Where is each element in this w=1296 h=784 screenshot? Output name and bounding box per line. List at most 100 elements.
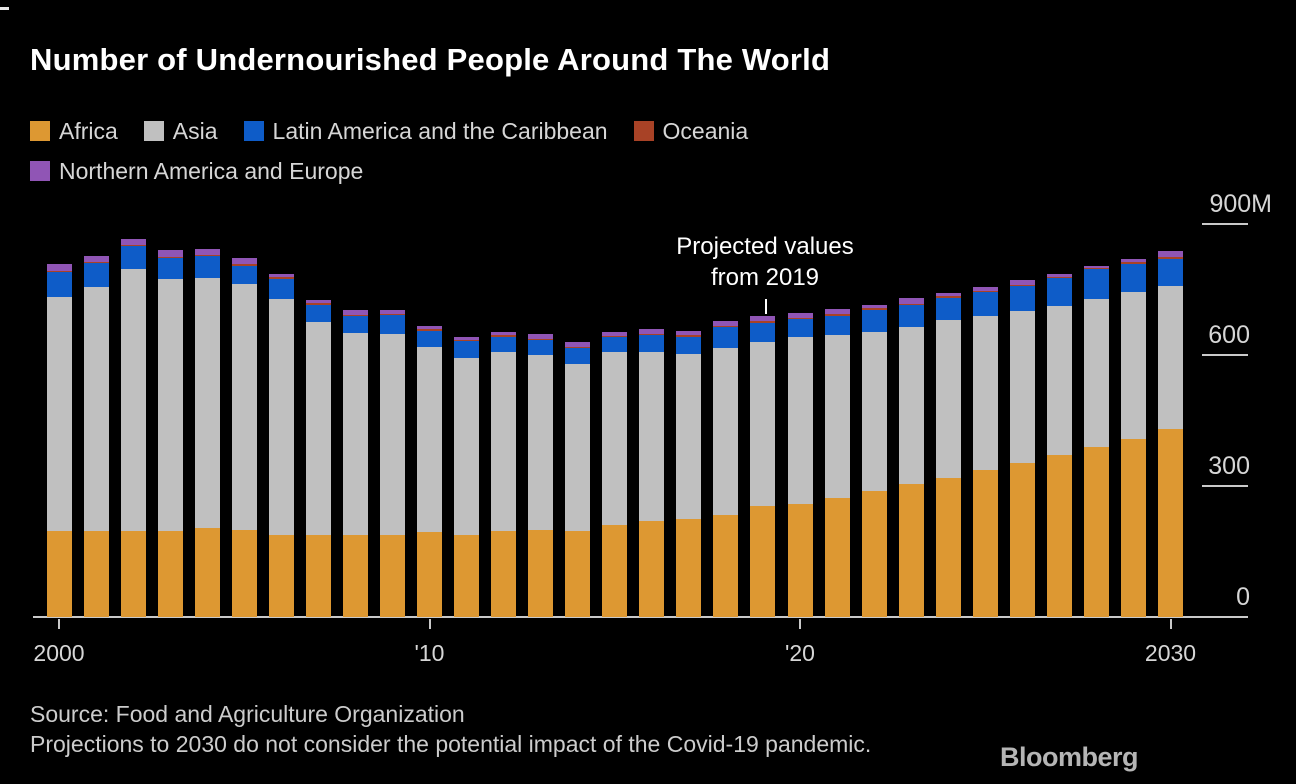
bar-2001-asia [83, 286, 109, 532]
bar-2011-latin-america-and-the-caribbean [454, 341, 480, 358]
bar-2029-africa [1120, 438, 1146, 617]
bar-2003-northern-america-and-europe [157, 250, 183, 257]
bar-2012-oceania [491, 335, 517, 337]
bar-2007-africa [305, 534, 331, 617]
bar-2000 [46, 263, 72, 617]
bar-2021-asia [824, 334, 850, 498]
bar-2010-asia [417, 346, 442, 532]
bar-2018-northern-america-and-europe [713, 320, 739, 327]
bar-2008-asia [342, 332, 368, 536]
bar-2025-latin-america-and-the-caribbean [972, 292, 998, 317]
bar-2016-latin-america-and-the-caribbean [639, 334, 665, 353]
bar-2011-asia [454, 357, 480, 535]
annotation-pointer-tick [765, 299, 767, 314]
bar-2013-asia [528, 354, 554, 530]
bar-2022 [861, 304, 887, 617]
y-label-300: 300 [1208, 451, 1250, 480]
bar-2020-northern-america-and-europe [787, 312, 813, 318]
bar-2015 [602, 332, 628, 617]
bar-2010-oceania [417, 329, 442, 331]
bar-2004 [194, 248, 220, 617]
bar-2009-latin-america-and-the-caribbean [379, 314, 405, 334]
bar-2003 [157, 250, 183, 617]
bar-2013-latin-america-and-the-caribbean [528, 340, 554, 355]
bar-2002-oceania [120, 245, 146, 247]
legend-item-4: Oceania [633, 113, 749, 153]
bar-2029-latin-america-and-the-caribbean [1120, 263, 1146, 293]
bar-2002-africa [120, 530, 146, 617]
bar-2007 [305, 299, 331, 617]
bar-2005-asia [231, 283, 257, 531]
bar-2011-africa [454, 534, 480, 617]
bar-2016-oceania [639, 333, 665, 335]
bar-2002 [120, 238, 146, 617]
bar-2018-oceania [713, 326, 739, 328]
bar-2030-latin-america-and-the-caribbean [1158, 258, 1183, 286]
bar-2014 [565, 342, 591, 617]
footnote-text: Projections to 2030 do not consider the … [30, 731, 872, 757]
legend-swatch-icon [633, 121, 654, 141]
x-label-2020: '20 [785, 640, 815, 666]
bar-2015-northern-america-and-europe [602, 332, 628, 337]
projection-annotation: Projected values from 2019 [615, 231, 915, 293]
bar-2020-latin-america-and-the-caribbean [787, 319, 813, 338]
bar-2005 [231, 257, 257, 617]
bar-2007-oceania [305, 303, 331, 305]
x-label-2030: 2030 [1144, 640, 1197, 666]
bar-2021-oceania [824, 314, 850, 316]
annotation-line2: from 2019 [710, 264, 820, 291]
bar-2001 [83, 255, 109, 617]
bar-2008 [342, 310, 368, 617]
y-label-0: 0 [1236, 582, 1250, 611]
bar-2027-oceania [1046, 276, 1072, 279]
bar-2019-oceania [750, 321, 776, 323]
screen-artifact [0, 7, 9, 10]
bar-2013-northern-america-and-europe [528, 333, 554, 339]
x-label-2010: '10 [414, 640, 445, 666]
bar-2026 [1009, 279, 1035, 617]
bar-2026-asia [1009, 311, 1035, 463]
bar-2016-asia [639, 352, 665, 521]
bar-2019-africa [750, 506, 776, 617]
bar-2020 [787, 312, 813, 617]
bar-2021-africa [824, 497, 850, 617]
x-label-2000: 2000 [33, 640, 85, 666]
legend-item-3: Latin America and the Caribbean [243, 113, 608, 153]
bar-2010-africa [417, 531, 442, 617]
bar-2000-oceania [46, 271, 72, 273]
bar-2023-northern-america-and-europe [898, 298, 924, 304]
bar-2011 [454, 336, 480, 617]
bar-2006-latin-america-and-the-caribbean [268, 278, 294, 300]
bar-2009-oceania [379, 313, 405, 315]
bar-2025-northern-america-and-europe [972, 286, 998, 291]
bar-2023 [898, 298, 924, 617]
bar-2006-africa [268, 534, 294, 617]
bar-2009-northern-america-and-europe [379, 309, 405, 314]
bar-2008-africa [342, 535, 368, 617]
bar-2023-latin-america-and-the-caribbean [898, 305, 924, 327]
bar-2007-northern-america-and-europe [305, 299, 331, 304]
bar-2009-asia [379, 333, 405, 535]
bar-2001-latin-america-and-the-caribbean [83, 263, 109, 287]
bar-2017 [676, 330, 702, 617]
bar-2027 [1046, 273, 1072, 617]
bar-2030-africa [1158, 429, 1183, 617]
legend-swatch-icon [243, 121, 264, 141]
bar-2021 [824, 308, 850, 617]
y-tick-900 [1202, 223, 1248, 225]
bar-2002-northern-america-and-europe [120, 238, 146, 246]
legend-label: Oceania [662, 118, 749, 144]
bar-2017-africa [676, 518, 702, 617]
bar-2019-northern-america-and-europe [750, 315, 776, 322]
bar-2003-latin-america-and-the-caribbean [157, 258, 183, 280]
bar-2014-asia [565, 363, 591, 531]
bar-2016-northern-america-and-europe [639, 328, 665, 334]
legend-label: Northern America and Europe [59, 158, 364, 184]
bar-2015-latin-america-and-the-caribbean [602, 337, 628, 353]
bar-2014-latin-america-and-the-caribbean [565, 347, 591, 364]
bar-2010-latin-america-and-the-caribbean [417, 330, 442, 347]
bar-2015-asia [602, 352, 628, 525]
bar-2000-latin-america-and-the-caribbean [46, 272, 72, 298]
bar-2000-asia [46, 297, 72, 531]
bar-2000-africa [46, 530, 72, 617]
